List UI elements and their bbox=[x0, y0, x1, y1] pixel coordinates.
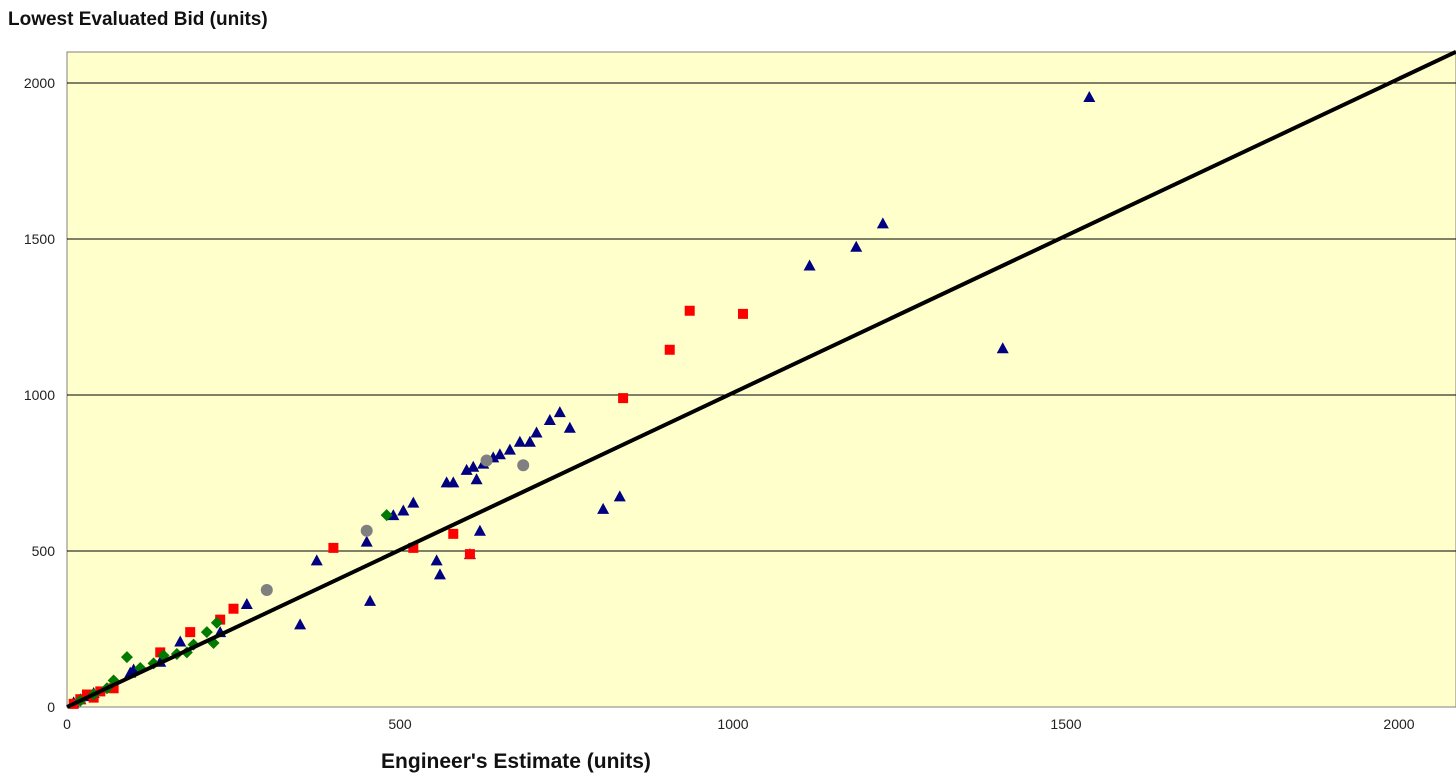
data-point-triangle bbox=[470, 473, 483, 485]
data-point-triangle bbox=[407, 496, 420, 508]
data-point-triangle bbox=[513, 435, 526, 447]
data-point-triangle bbox=[364, 594, 377, 606]
data-point-triangle bbox=[473, 524, 486, 536]
data-point-square bbox=[228, 603, 239, 614]
data-point-triangle bbox=[803, 259, 816, 271]
data-point-square bbox=[448, 528, 459, 539]
gridlines bbox=[67, 82, 1456, 552]
reference-line bbox=[66, 49, 1456, 709]
data-point-triangle bbox=[174, 635, 187, 647]
data-point-square bbox=[664, 344, 675, 355]
x-axis-label: Engineer's Estimate (units) bbox=[381, 750, 651, 773]
data-point-triangle bbox=[460, 463, 473, 475]
y-tick-label: 1000 bbox=[24, 387, 55, 403]
data-point-square bbox=[408, 542, 419, 553]
data-point-square bbox=[108, 683, 119, 694]
y-tick-label: 500 bbox=[32, 543, 56, 559]
data-point-triangle bbox=[597, 502, 610, 514]
data-point-triangle bbox=[467, 460, 480, 472]
data-point-triangle bbox=[294, 618, 307, 630]
data-point-triangle bbox=[530, 426, 543, 438]
x-axis-ticks: 0 500 1000 1500 2000 bbox=[63, 716, 1415, 732]
data-point-circle bbox=[260, 584, 273, 596]
x-tick-label: 1500 bbox=[1050, 716, 1081, 732]
data-point-square bbox=[81, 689, 92, 700]
data-point-square bbox=[684, 305, 695, 316]
x-tick-label: 0 bbox=[63, 716, 71, 732]
data-point-square bbox=[215, 614, 226, 625]
data-point-triangle bbox=[430, 554, 443, 566]
chart-title: Lowest Evaluated Bid (units) bbox=[8, 9, 268, 30]
data-point-square bbox=[618, 393, 629, 404]
data-point-circle bbox=[480, 454, 493, 467]
data-point-circle bbox=[360, 524, 373, 537]
data-point-diamond bbox=[210, 616, 223, 629]
data-point-triangle bbox=[503, 443, 516, 455]
data-point-diamond bbox=[380, 509, 393, 522]
data-point-triangle bbox=[360, 535, 373, 547]
data-point-triangle bbox=[523, 435, 536, 447]
data-point-triangle bbox=[493, 448, 506, 460]
data-point-triangle bbox=[310, 554, 323, 566]
x-tick-label: 1000 bbox=[717, 716, 748, 732]
data-point-triangle bbox=[397, 504, 410, 516]
data-point-triangle bbox=[850, 240, 863, 252]
x-tick-label: 2000 bbox=[1383, 716, 1414, 732]
data-point-triangle bbox=[613, 490, 626, 502]
data-point-triangle bbox=[433, 568, 446, 580]
y-axis-ticks: 0 500 1000 1500 2000 bbox=[24, 75, 55, 715]
y-tick-label: 0 bbox=[47, 699, 55, 715]
data-point-triangle bbox=[127, 663, 140, 675]
data-point-square bbox=[185, 627, 196, 638]
data-point-triangle bbox=[996, 342, 1009, 354]
data-point-circle bbox=[517, 459, 530, 472]
data-point-triangle bbox=[553, 406, 566, 418]
data-point-triangle bbox=[240, 598, 253, 610]
data-point-triangle bbox=[876, 217, 889, 229]
data-point-triangle bbox=[447, 476, 460, 488]
data-point-square bbox=[155, 647, 166, 658]
data-point-triangle bbox=[1083, 91, 1096, 103]
data-point-triangle bbox=[563, 421, 576, 433]
x-tick-label: 500 bbox=[388, 716, 412, 732]
data-point-square bbox=[328, 542, 339, 553]
data-point-square bbox=[464, 549, 475, 560]
data-point-diamond bbox=[200, 626, 213, 639]
data-point-diamond bbox=[120, 651, 133, 664]
y-tick-label: 1500 bbox=[24, 231, 55, 247]
data-point-square bbox=[737, 308, 748, 319]
y-tick-label: 2000 bbox=[24, 75, 55, 91]
data-point-triangle bbox=[543, 413, 556, 425]
